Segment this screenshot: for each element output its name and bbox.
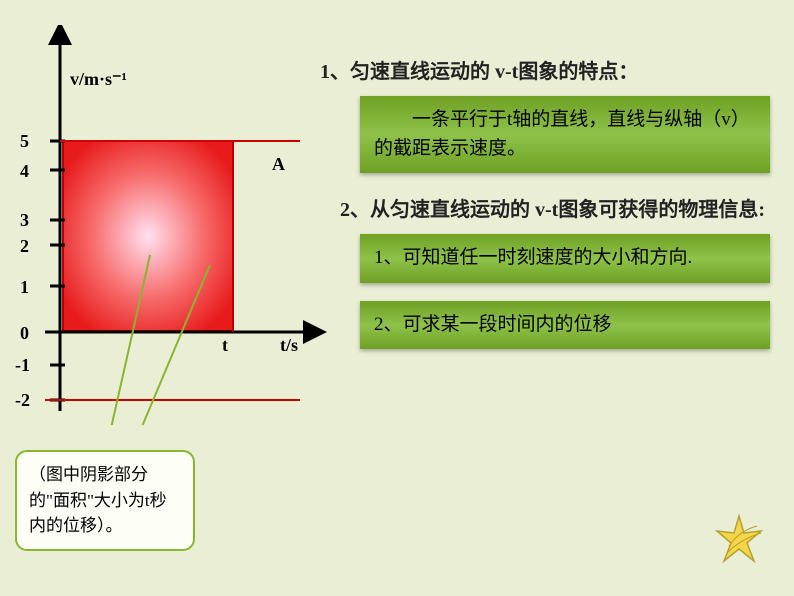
info-box-3: 2、可求某一段时间内的位移 bbox=[360, 301, 770, 350]
heading-1: 1、匀速直线运动的 v-t图象的特点： bbox=[320, 55, 780, 84]
tick-n1: -1 bbox=[15, 355, 30, 375]
tick-2: 2 bbox=[20, 236, 29, 256]
x-axis-label: t/s bbox=[280, 335, 298, 355]
right-column: 1、匀速直线运动的 v-t图象的特点： 一条平行于t轴的直线，直线与纵轴（v）的… bbox=[320, 55, 780, 367]
tick-0: 0 bbox=[20, 323, 29, 343]
tick-3: 3 bbox=[20, 210, 29, 230]
t-marker-label: t bbox=[222, 335, 228, 355]
shaded-area bbox=[63, 141, 233, 331]
y-axis-label: v/m·s⁻¹ bbox=[70, 69, 127, 89]
tick-1: 1 bbox=[20, 277, 29, 297]
callout-box: （图中阴影部分的"面积"大小为t秒内的位移）。 bbox=[15, 450, 195, 551]
series-a-label: A bbox=[272, 154, 285, 174]
vt-chart: v/m·s⁻¹ t/s A t 5 4 3 2 1 0 -1 -2 bbox=[10, 25, 350, 425]
info-box-2: 1、可知道任一时刻速度的大小和方向. bbox=[360, 234, 770, 283]
star-icon bbox=[709, 511, 769, 576]
tick-5: 5 bbox=[20, 131, 29, 151]
tick-4: 4 bbox=[20, 161, 29, 181]
info-box-1: 一条平行于t轴的直线，直线与纵轴（v）的截距表示速度。 bbox=[360, 96, 770, 173]
heading-2: 2、从匀速直线运动的 v-t图象可获得的物理信息: bbox=[320, 193, 780, 222]
tick-n2: -2 bbox=[15, 390, 30, 410]
chart-svg: v/m·s⁻¹ t/s A t 5 4 3 2 1 0 -1 -2 bbox=[10, 25, 350, 425]
